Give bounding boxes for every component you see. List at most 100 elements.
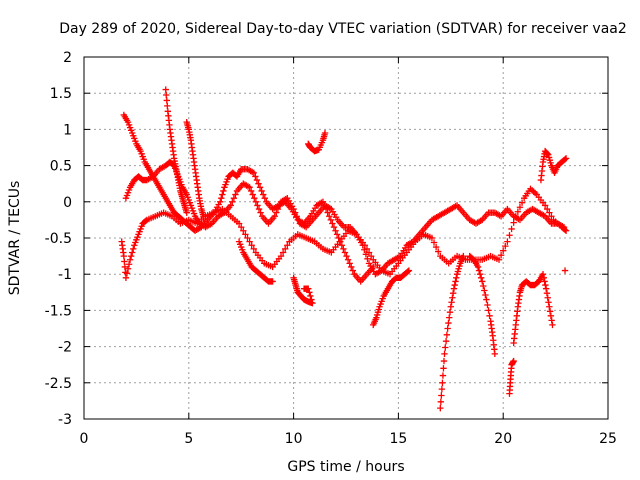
x-tick-label: 10	[285, 431, 303, 447]
data-point	[438, 385, 446, 393]
data-point	[441, 350, 448, 358]
data-point	[341, 249, 349, 256]
data-point	[449, 290, 457, 297]
data-point	[349, 267, 357, 274]
x-tick-label: 15	[389, 431, 407, 447]
data-point	[440, 357, 448, 365]
data-point	[340, 245, 347, 253]
data-point	[235, 220, 243, 227]
data-point	[249, 191, 256, 198]
data-point	[217, 198, 224, 205]
data-point	[437, 398, 445, 406]
data-point	[428, 234, 436, 242]
data-point	[447, 303, 454, 310]
data-point	[446, 309, 454, 316]
data-point	[486, 312, 493, 320]
data-point	[543, 290, 551, 297]
data-point	[561, 267, 569, 274]
data-point	[218, 194, 225, 202]
data-point	[260, 191, 267, 198]
data-point	[440, 365, 447, 372]
data-point	[321, 129, 329, 137]
data-point	[308, 296, 315, 303]
data-point	[541, 278, 548, 285]
y-tick-labels: 2 1.5 1 0.5 0 -0.5 -1 -1.5 -2 -2.5 -3	[45, 50, 72, 428]
data-point	[250, 169, 257, 177]
data-point	[364, 255, 371, 263]
data-point	[183, 209, 190, 216]
data-point	[546, 209, 553, 216]
data-point	[362, 251, 370, 258]
data-point	[367, 252, 375, 260]
data-point	[405, 267, 413, 274]
data-point	[446, 314, 453, 321]
data-point	[445, 319, 452, 327]
data-point	[269, 278, 276, 285]
data-point	[500, 247, 507, 254]
data-point	[306, 289, 313, 296]
x-axis-label: GPS time / hours	[287, 459, 404, 475]
data-point	[252, 173, 259, 180]
data-point	[514, 208, 522, 215]
data-point	[477, 274, 485, 282]
data-point	[544, 294, 551, 301]
data-point	[125, 261, 133, 268]
data-point	[370, 263, 377, 271]
data-point	[562, 155, 570, 162]
data-point	[284, 242, 291, 249]
data-point	[560, 223, 568, 231]
data-point	[338, 242, 346, 249]
data-point	[545, 299, 552, 306]
data-point	[252, 198, 260, 205]
data-point	[450, 285, 458, 292]
x-tick-label: 5	[184, 431, 193, 447]
data-point	[257, 209, 264, 216]
data-point	[273, 209, 280, 216]
data-point	[435, 248, 442, 255]
x-tick-label: 20	[494, 431, 512, 447]
data-point	[510, 219, 517, 226]
data-point	[277, 252, 285, 260]
data-point	[164, 102, 171, 110]
data-point	[327, 216, 335, 224]
data-point	[547, 312, 555, 320]
data-point	[246, 238, 253, 245]
x-tick-label: 25	[599, 431, 617, 447]
data-point	[540, 274, 548, 282]
data-point	[307, 292, 314, 300]
data-point	[230, 194, 238, 202]
data-point	[244, 234, 251, 242]
data-point	[247, 187, 255, 195]
data-point	[530, 188, 537, 195]
data-point	[504, 238, 511, 245]
data-point	[443, 331, 451, 339]
data-point	[279, 249, 287, 256]
data-point	[126, 256, 134, 263]
plot-frame	[83, 56, 609, 420]
data-point	[163, 97, 170, 104]
y-tick-label: 1	[63, 122, 72, 138]
data-point	[330, 223, 338, 231]
data-point	[121, 258, 128, 265]
data-point	[255, 205, 263, 213]
data-point	[518, 199, 526, 206]
y-tick-label: -1	[58, 267, 72, 283]
data-point	[516, 204, 524, 211]
data-point	[261, 194, 268, 202]
data-point	[531, 189, 539, 197]
data-point	[491, 350, 499, 358]
data-point	[321, 202, 328, 209]
data-point	[348, 263, 355, 271]
data-point	[361, 246, 368, 253]
data-point	[442, 344, 449, 351]
data-point	[476, 271, 484, 278]
data-point	[346, 260, 353, 267]
data-point	[452, 278, 459, 285]
data-point	[123, 270, 131, 277]
y-tick-label: 0.5	[50, 159, 72, 175]
data-point	[220, 187, 227, 195]
data-point	[248, 242, 255, 249]
data-point	[506, 232, 513, 239]
data-point	[442, 337, 450, 345]
